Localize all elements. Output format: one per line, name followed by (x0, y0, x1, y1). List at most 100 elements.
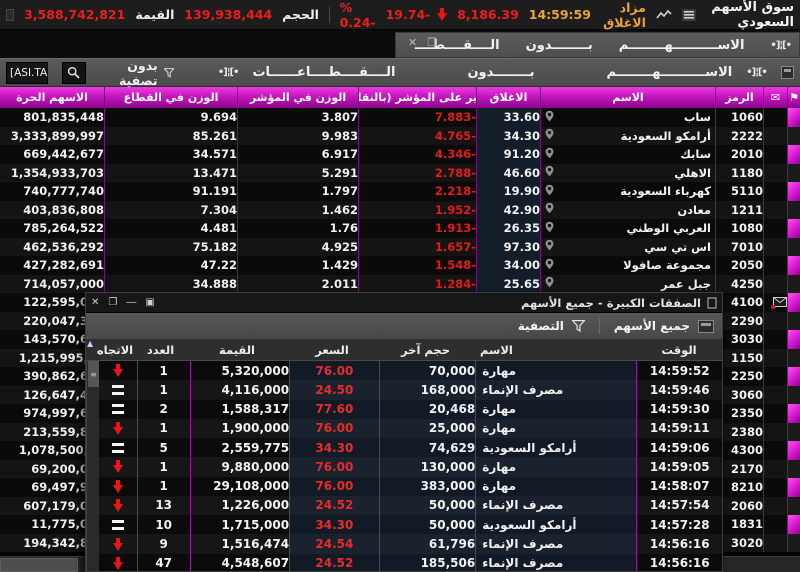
mail-cell[interactable] (763, 108, 787, 127)
stocks-dropdown[interactable]: الاســــــــــهــــــــم (606, 65, 733, 80)
mail-cell[interactable] (763, 496, 787, 515)
stock-row[interactable]: 1211 معادن 42.90 1.952- 1.462 7.304 403,… (0, 200, 800, 219)
mail-cell[interactable] (763, 274, 787, 293)
mail-cell[interactable] (763, 219, 787, 238)
direction-column-header[interactable]: الاتجاه (96, 342, 134, 357)
maximize-icon[interactable]: ❒ (427, 36, 438, 49)
trade-row[interactable]: 14:58:07 مهارة 383,000 76.00 29,108,000 … (99, 476, 722, 496)
price-column-header[interactable]: السعر (315, 342, 349, 357)
name-column-header[interactable]: الاسم (540, 87, 715, 108)
trade-row[interactable]: 14:59:30 مهارة 20,468 77.60 1,588,317 2 (99, 399, 722, 419)
search-button[interactable] (61, 61, 86, 84)
vertical-scrollbar[interactable]: ≡ (86, 361, 99, 571)
flag-cell[interactable] (787, 256, 800, 275)
location-pin-icon[interactable] (545, 276, 554, 291)
stock-row[interactable]: 7010 اس تي سي 97.30 1.657- 4.925 75.182 … (0, 237, 800, 256)
flag-cell[interactable] (787, 145, 800, 164)
stock-row[interactable]: 4250 جبل عمر 25.65 1.284- 2.011 34.888 7… (0, 274, 800, 293)
effect-column-header[interactable]: التأثير على المؤشر (بالنقاط ▲ (358, 87, 476, 108)
without-dropdown[interactable]: بــــــــدون (467, 65, 535, 80)
trade-row[interactable]: 14:59:05 مهارة 130,000 76.00 9,880,000 1 (99, 457, 722, 477)
stock-row[interactable]: 2010 سابك 91.20 4.346- 6.917 34.571 669,… (0, 145, 800, 164)
flag-cell[interactable] (787, 237, 800, 256)
flag-cell[interactable] (787, 404, 800, 423)
trade-row[interactable]: 14:59:11 مهارة 25,000 76.00 1,900,000 1 (99, 418, 722, 439)
trade-row[interactable]: 14:56:16 مصرف الإنماء 61,796 24.54 1,516… (99, 534, 722, 554)
flag-cell[interactable] (787, 200, 800, 219)
time-column-header[interactable]: الوقت (661, 342, 697, 357)
mail-cell[interactable] (763, 126, 787, 145)
mail-cell[interactable] (763, 441, 787, 460)
stock-row[interactable]: 2222 أرامكو السعودية 34.30 4.765- 9.983 … (0, 126, 800, 145)
watchlist-selector-secondary[interactable]: •]¦[• الاســــــــــهــــــــم بــــــــ… (395, 32, 800, 58)
weight-sector-column-header[interactable]: الوزن في القطاع (104, 87, 237, 108)
mail-cell[interactable] (763, 422, 787, 441)
location-pin-icon[interactable] (545, 147, 554, 162)
trade-row[interactable]: 14:59:52 مهارة 70,000 76.00 5,320,000 1 (99, 361, 722, 381)
flag-cell[interactable] (787, 293, 800, 312)
close-column-header[interactable]: الاغلاق (476, 87, 540, 108)
value-column-header[interactable]: القيمة (219, 342, 255, 357)
trade-row[interactable]: 14:57:54 مصرف الإنماء 50,000 24.52 1,226… (99, 495, 722, 516)
flag-cell[interactable] (787, 459, 800, 478)
flag-cell[interactable] (787, 367, 800, 386)
mail-column-header[interactable]: ✉ (763, 87, 787, 108)
flag-cell[interactable] (787, 182, 800, 201)
flag-cell[interactable] (787, 348, 800, 367)
stock-row[interactable]: 5110 كهرباء السعودية 19.90 2.218- 1.797 … (0, 182, 800, 201)
mail-cell[interactable] (763, 182, 787, 201)
flag-cell[interactable] (787, 163, 800, 182)
flag-cell[interactable] (787, 478, 800, 497)
stocks-dropdown-label[interactable]: الاســــــــــهــــــــم (618, 37, 745, 53)
flag-cell[interactable] (787, 496, 800, 515)
last-volume-column-header[interactable]: حجم آخر (401, 342, 450, 357)
close-icon[interactable]: ✕ (91, 296, 100, 308)
flag-cell[interactable] (787, 515, 800, 534)
search-input[interactable]: [ASI.TAD] (6, 61, 48, 84)
sectors-dropdown[interactable]: الــــقــــطــــاعــــــات (252, 65, 396, 80)
stock-row[interactable]: 2050 مجموعة صافولا 34.00 1.548- 1.429 47… (0, 256, 800, 275)
mail-cell[interactable] (763, 330, 787, 349)
flag-cell[interactable] (787, 441, 800, 460)
window-icon[interactable] (780, 66, 794, 79)
name-column-header[interactable]: الاسم (480, 342, 513, 357)
third-dropdown-label[interactable]: الــــقــــطــــ (414, 37, 500, 53)
location-pin-icon[interactable] (545, 165, 554, 180)
symbol-column-header[interactable]: الرمز (715, 87, 763, 108)
scope-selector[interactable]: جميع الأسهم (613, 319, 690, 333)
mail-cell[interactable] (763, 145, 787, 164)
location-pin-icon[interactable] (545, 202, 554, 217)
mail-cell[interactable] (763, 293, 787, 312)
stock-row[interactable]: 1080 العربي الوطني 26.35 1.913- 1.76 4.4… (0, 219, 800, 238)
location-pin-icon[interactable] (545, 128, 554, 143)
free-shares-column-header[interactable]: الاسهم الحرة (16, 91, 88, 104)
trade-row[interactable]: 14:56:16 مصرف الإنماء 185,506 24.52 4,54… (99, 553, 722, 571)
vertical-scrollbar-thumb[interactable]: ≡ (88, 361, 99, 387)
location-pin-icon[interactable] (545, 110, 554, 125)
flag-cell[interactable] (787, 422, 800, 441)
stock-row[interactable]: 1180 الاهلي 46.60 2.788- 5.291 13.471 1,… (0, 163, 800, 182)
trade-row[interactable]: 14:59:06 أرامكو السعودية 74,629 34.30 2,… (99, 438, 722, 458)
menu-icon[interactable] (5, 8, 15, 21)
mail-cell[interactable] (763, 404, 787, 423)
mail-cell[interactable] (763, 478, 787, 497)
column-chooser-icon[interactable]: •]¦[• (770, 39, 792, 51)
mail-cell[interactable] (763, 200, 787, 219)
flag-cell[interactable] (787, 108, 800, 127)
flag-column-header[interactable]: ⚑ (787, 87, 800, 108)
flag-cell[interactable] (787, 311, 800, 330)
pin-icon[interactable]: ▣ (145, 296, 155, 308)
location-pin-icon[interactable] (545, 258, 554, 273)
weight-index-column-header[interactable]: الوزن في المؤشر (237, 87, 358, 108)
minimize-icon[interactable]: ― (126, 296, 137, 308)
location-pin-icon[interactable] (545, 239, 554, 254)
mail-cell[interactable] (763, 459, 787, 478)
mail-cell[interactable] (763, 311, 787, 330)
stock-row[interactable]: 1060 ساب 33.60 7.883- 3.807 9.694 801,83… (0, 108, 800, 127)
mail-cell[interactable] (763, 256, 787, 275)
column-chooser-icon[interactable]: •]¦[• (217, 67, 240, 78)
count-column-header[interactable]: العدد (146, 342, 175, 357)
list-icon[interactable] (681, 8, 696, 22)
flag-cell[interactable] (787, 385, 800, 404)
column-chooser-icon[interactable]: •]¦[• (746, 67, 768, 78)
